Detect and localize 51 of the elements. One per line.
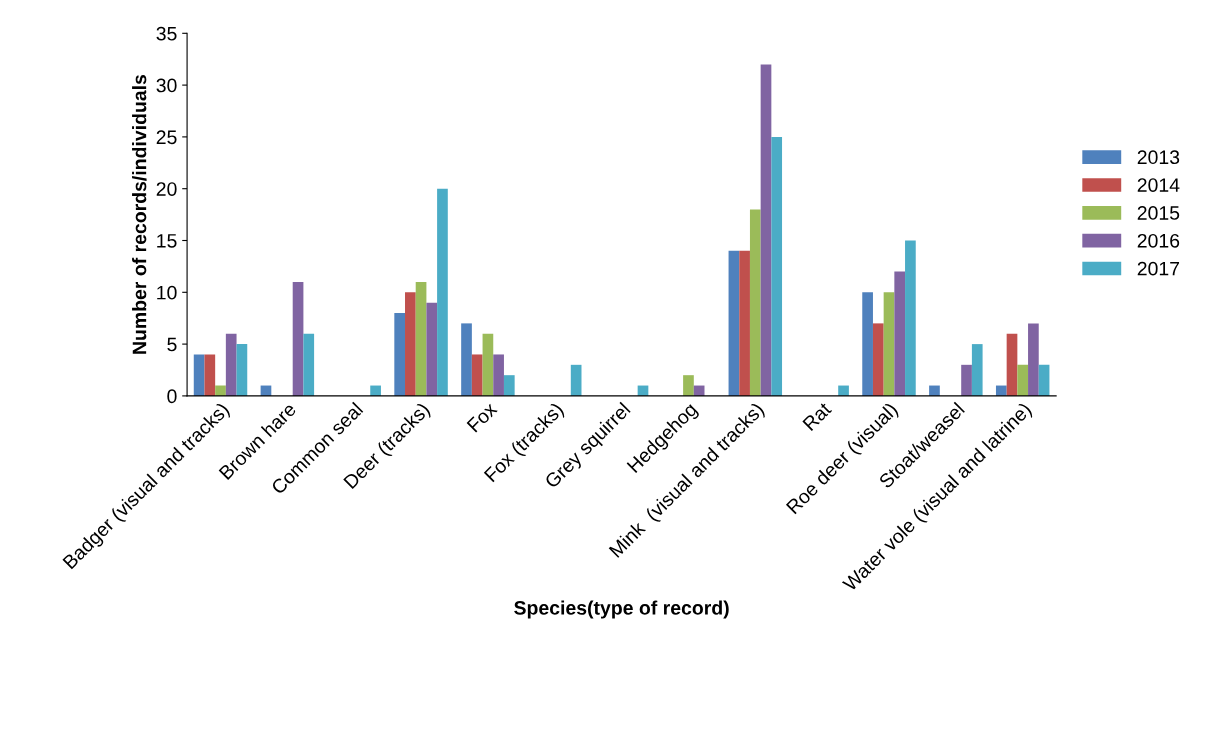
x-axis-title: Species(type of record) [514,600,729,619]
bar [760,64,772,396]
legend-label: 2016 [1137,233,1180,248]
bar [394,313,406,396]
bar [471,354,483,396]
bar [426,302,438,396]
y-tick-label: 35 [156,26,177,41]
y-tick-label: 10 [157,285,177,300]
bar [683,375,694,396]
bar [894,271,906,396]
bar [1006,333,1018,396]
bar [1017,364,1029,396]
y-tick-label: 5 [167,337,177,352]
y-tick-label: 20 [156,182,177,196]
bar [872,323,884,396]
bar [905,240,916,396]
bar [292,281,304,396]
bar [461,323,472,396]
legend-label: 2013 [1137,150,1180,165]
bar [1028,323,1039,396]
y-tick-label: 30 [156,78,177,93]
bar [225,333,237,396]
bar [482,333,494,396]
bar [771,136,783,396]
bar [405,292,416,396]
bar [971,344,983,396]
bar [493,354,504,396]
bar [503,375,515,396]
legend-label: 2014 [1137,178,1180,192]
bar [236,344,248,396]
y-tick-label: 0 [167,389,177,404]
bar [739,250,750,396]
legend-label: 2015 [1137,206,1180,220]
y-tick-label: 15 [157,234,177,248]
bar [862,292,873,396]
bar [303,333,315,396]
bar [415,281,427,396]
bar [1038,364,1050,396]
x-tick-label: Fox [466,401,498,433]
y-tick-label: 25 [156,130,177,145]
bar [204,354,216,396]
x-tick-label: Rat [802,401,833,432]
legend-label: 2017 [1137,261,1180,276]
bar [193,354,205,396]
bar [437,188,448,396]
bar [749,209,761,396]
bar [883,292,895,396]
y-axis-title: Number of records/individuals [132,74,147,354]
bar [570,364,582,396]
bar [961,364,972,396]
bar [728,250,740,396]
